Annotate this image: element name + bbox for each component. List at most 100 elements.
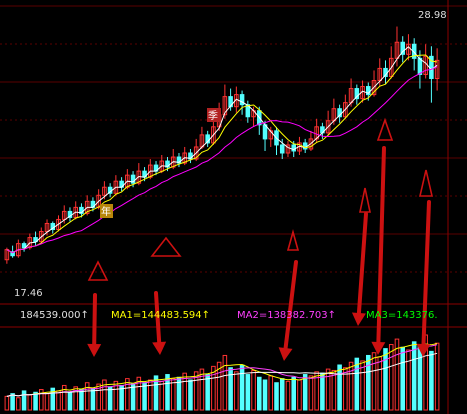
ma-short-line <box>6 46 438 254</box>
volume-bar <box>102 379 107 411</box>
triangle-marker <box>286 229 300 251</box>
candle-body <box>400 41 405 55</box>
volume-bar <box>239 364 245 411</box>
volume-bar <box>96 383 101 411</box>
volume-bar <box>61 384 67 411</box>
volume-ma2-line <box>6 344 438 397</box>
volume-bar <box>10 393 15 411</box>
volume-bar <box>142 382 147 411</box>
volume-bar <box>383 348 388 411</box>
volume-bar <box>56 390 61 411</box>
volume-ma3-line <box>6 352 438 397</box>
volume-bar <box>27 394 33 411</box>
ma-mid-line <box>6 54 438 254</box>
triangle-markers <box>87 117 434 281</box>
triangle-marker <box>150 236 182 257</box>
volume-bar <box>388 344 394 411</box>
volume-bar <box>125 378 130 411</box>
triangle-marker <box>359 187 371 213</box>
candle-body <box>406 43 411 55</box>
volume-bar <box>182 372 187 411</box>
volume-bar <box>360 360 365 411</box>
volume-bar <box>222 354 228 411</box>
candle-body <box>366 86 371 96</box>
candle-body <box>222 96 228 116</box>
volume-bar <box>354 357 360 411</box>
candle-body <box>245 104 251 118</box>
arrow-shaft <box>283 260 298 351</box>
triangle-marker <box>87 260 109 281</box>
candle-body <box>377 67 383 82</box>
arrow-head <box>152 341 167 355</box>
candle-body <box>33 237 38 243</box>
volume-bar <box>67 391 73 411</box>
volume-bar <box>262 379 268 411</box>
candle-body <box>434 59 440 79</box>
volume-bar <box>148 379 153 411</box>
candle-body <box>61 210 67 220</box>
volume-bar <box>406 349 411 411</box>
candle-body <box>337 108 342 118</box>
volume-bars <box>4 334 440 411</box>
volume-bar <box>84 382 90 411</box>
triangle-marker <box>376 117 394 141</box>
volume-bar <box>90 387 96 411</box>
candle-body <box>343 102 348 118</box>
volume-bar <box>371 352 377 411</box>
candle-body <box>371 80 377 96</box>
candle-body <box>417 57 423 75</box>
candle-body <box>102 186 107 196</box>
candle-body <box>10 251 15 257</box>
volume-bar <box>245 374 251 411</box>
arrow-shaft <box>92 293 97 347</box>
volume-bar <box>417 345 423 411</box>
volume-bar <box>400 346 405 411</box>
volume-bar <box>285 380 291 411</box>
volume-ma1-line <box>6 343 438 397</box>
volume-bar <box>159 380 165 411</box>
volume-bar <box>16 397 21 411</box>
volume-ma1-label: MA1=144483.594↑ <box>111 310 210 321</box>
season-marker-text: 季 <box>208 110 218 122</box>
volume-bar <box>297 379 302 411</box>
volume-bar <box>302 374 308 411</box>
volume-bar <box>234 371 239 411</box>
volume-bar <box>170 378 176 411</box>
price-low-label: 17.46 <box>14 288 43 299</box>
volume-bar <box>434 342 440 411</box>
year-marker-text: 年 <box>101 205 111 218</box>
candle-body <box>325 120 331 134</box>
candle-body <box>239 94 245 106</box>
volume-bar <box>44 393 50 411</box>
volume-bar <box>188 379 193 411</box>
volume-bar <box>279 378 285 411</box>
candle-body <box>4 249 10 261</box>
volume-bar <box>314 371 319 411</box>
volume-bar <box>216 361 222 411</box>
volume-bar <box>411 341 417 411</box>
arrow-shaft <box>421 200 431 347</box>
volume-bar <box>21 390 27 411</box>
arrow-head <box>416 343 431 357</box>
moving-average-lines <box>6 46 438 254</box>
volume-bar <box>130 383 136 411</box>
volume-ma3-label: MA3=143376. <box>366 310 438 321</box>
volume-bar <box>165 374 170 411</box>
volume-bar <box>429 350 434 411</box>
volume-bar <box>348 361 354 411</box>
candle-body <box>165 160 170 168</box>
arrow-shaft <box>376 146 386 345</box>
candle-body <box>176 156 182 164</box>
volume-bar <box>39 389 44 411</box>
ma-long-line <box>6 66 438 254</box>
candle-body <box>39 231 44 243</box>
volume-bar <box>291 376 296 411</box>
candle-body <box>388 57 394 77</box>
year-marker: 年 <box>100 204 113 218</box>
volume-bar <box>325 368 331 411</box>
candle-series <box>4 26 440 264</box>
candle-body <box>291 144 296 152</box>
volume-bar <box>308 375 314 411</box>
